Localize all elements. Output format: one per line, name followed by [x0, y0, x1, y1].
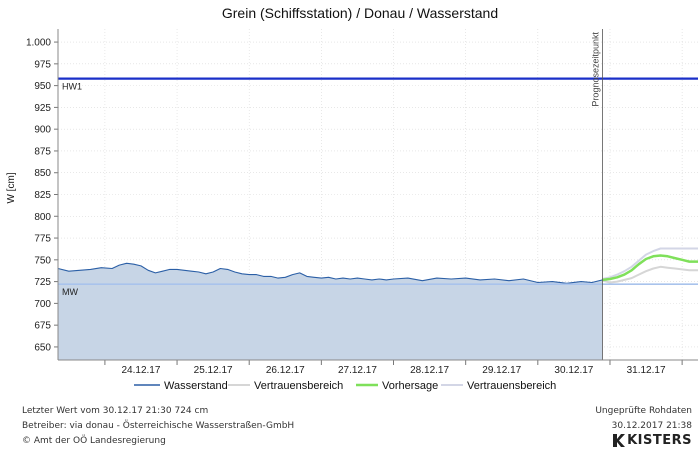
forecast-line	[602, 254, 698, 282]
kisters-logo: KISTERS	[613, 432, 692, 448]
series-layer	[57, 247, 698, 360]
legend: Wasserstand Vertrauensbereich Vorhersage Ve…	[134, 380, 556, 392]
confidence-line	[602, 265, 698, 284]
y-tick-label: 875	[34, 146, 51, 157]
x-tick-label: 26.12.17	[266, 365, 305, 376]
x-tick-label: 31.12.17	[627, 365, 666, 376]
water-level-area	[58, 263, 603, 360]
legend-label: Vertrauensbereich	[254, 380, 343, 392]
x-tick-label: 28.12.17	[410, 365, 449, 376]
hw1-label: HW1	[62, 82, 82, 92]
axes: 650 675 700 725 750 775 800 825 850 875 900 925 950 9…	[26, 29, 698, 376]
y-tick-label: 675	[34, 321, 51, 332]
legend-label: Vertrauensbereich	[467, 380, 556, 392]
x-tick-label: 30.12.17	[554, 365, 593, 376]
y-tick-label: 700	[34, 299, 51, 310]
y-axis-label: W [cm]	[6, 172, 17, 203]
copyright-text: © Amt der OÖ Landesregierung	[22, 436, 166, 446]
kisters-k-icon	[613, 433, 626, 447]
y-tick-label: 975	[34, 59, 51, 70]
y-tick-label: 1.000	[26, 38, 51, 49]
x-tick-label: 29.12.17	[482, 365, 521, 376]
kisters-logo-text: KISTERS	[627, 432, 692, 448]
y-tick-label: 925	[34, 103, 51, 114]
y-tick-label: 800	[34, 212, 51, 223]
x-tick-label: 25.12.17	[194, 365, 233, 376]
confidence-line	[602, 247, 698, 280]
operator-text: Betreiber: via donau - Österreichische W…	[22, 421, 295, 431]
y-tick-label: 650	[34, 342, 51, 353]
x-tick-label: 27.12.17	[338, 365, 377, 376]
y-tick-label: 750	[34, 255, 51, 266]
raw-data-note: Ungeprüfte Rohdaten	[595, 406, 692, 416]
legend-label: Wasserstand	[164, 380, 228, 392]
legend-label: Vorhersage	[382, 380, 438, 392]
y-tick-label: 725	[34, 277, 51, 288]
last-value-text: Letzter Wert vom 30.12.17 21:30 724 cm	[22, 406, 209, 416]
y-tick-label: 900	[34, 125, 51, 136]
y-tick-label: 825	[34, 190, 51, 201]
x-tick-label: 24.12.17	[122, 365, 161, 376]
chart-title: Grein (Schiffsstation) / Donau / Wassers…	[222, 5, 498, 21]
y-tick-label: 950	[34, 81, 51, 92]
mw-label: MW	[62, 287, 78, 297]
water-level-line	[57, 262, 603, 284]
y-tick-label: 850	[34, 168, 51, 179]
y-tick-label: 775	[34, 234, 51, 245]
reference-lines: HW1 MW Prognosezeitpunkt	[58, 29, 698, 360]
timestamp-text: 30.12.2017 21:38	[611, 421, 692, 431]
forecast-time-label: Prognosezeitpunkt	[590, 32, 600, 107]
